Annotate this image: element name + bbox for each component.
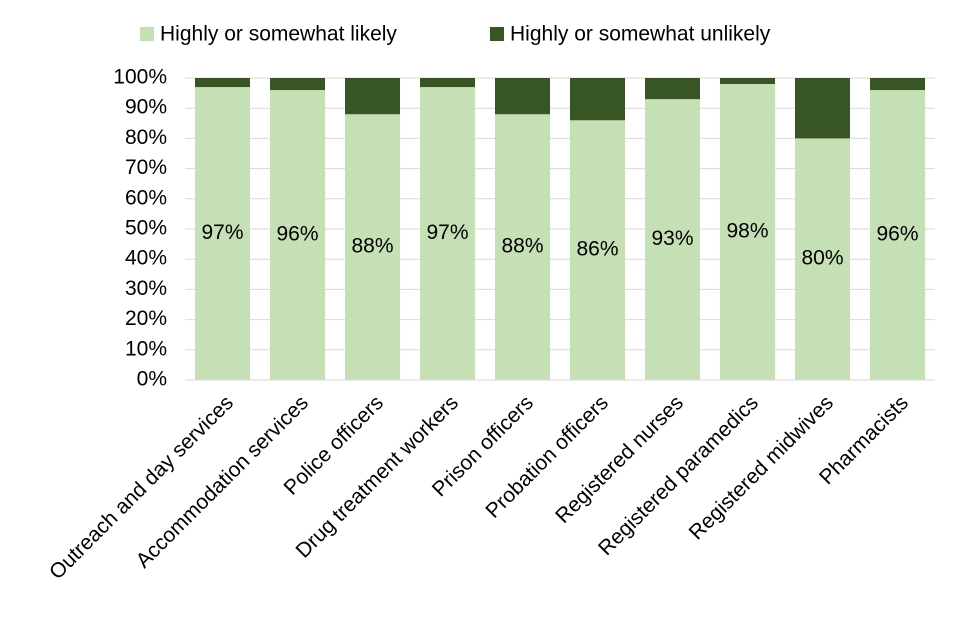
bar-segment [870, 90, 925, 380]
x-tick-label: Registered midwives [685, 391, 838, 544]
bar-segment [570, 78, 625, 121]
data-label: 80% [801, 247, 843, 270]
bar-segment [270, 90, 325, 380]
legend-swatch [490, 27, 504, 41]
data-label: 93% [651, 227, 693, 250]
y-tick-label: 40% [125, 247, 167, 270]
y-tick-label: 70% [125, 156, 167, 179]
bar-segment [720, 84, 775, 380]
y-tick-label: 10% [125, 337, 167, 360]
y-tick-label: 80% [125, 126, 167, 149]
x-tick-label: Registered nurses [551, 391, 688, 528]
bar-segment [495, 114, 550, 381]
bar-segment [345, 78, 400, 115]
data-label: 86% [576, 238, 618, 261]
bar-segment [645, 78, 700, 100]
bar-segment [795, 138, 850, 380]
data-label: 96% [276, 223, 318, 246]
bar-segment [270, 78, 325, 91]
data-label: 97% [426, 221, 468, 244]
legend-label: Highly or somewhat likely [160, 23, 397, 46]
data-label: 88% [351, 235, 393, 258]
y-tick-label: 90% [125, 96, 167, 119]
y-tick-label: 0% [137, 368, 167, 391]
bar-segment [420, 87, 475, 380]
bar-segment [195, 78, 250, 88]
legend-swatch [140, 27, 154, 41]
y-tick-label: 30% [125, 277, 167, 300]
bar-segment [195, 87, 250, 380]
bar-segment [870, 78, 925, 91]
data-label: 98% [726, 220, 768, 243]
bar-segment [570, 120, 625, 380]
y-tick-label: 20% [125, 307, 167, 330]
y-tick-label: 100% [113, 66, 167, 89]
bar-segment [795, 78, 850, 139]
data-label: 96% [876, 223, 918, 246]
legend-label: Highly or somewhat unlikely [510, 23, 771, 46]
data-label: 88% [501, 235, 543, 258]
data-label: 97% [201, 221, 243, 244]
bar-segment [645, 99, 700, 380]
bar-segment [495, 78, 550, 115]
bar-segment [345, 114, 400, 381]
y-tick-label: 50% [125, 217, 167, 240]
y-tick-label: 60% [125, 186, 167, 209]
bar-segment [420, 78, 475, 88]
bar-segment [720, 78, 775, 85]
